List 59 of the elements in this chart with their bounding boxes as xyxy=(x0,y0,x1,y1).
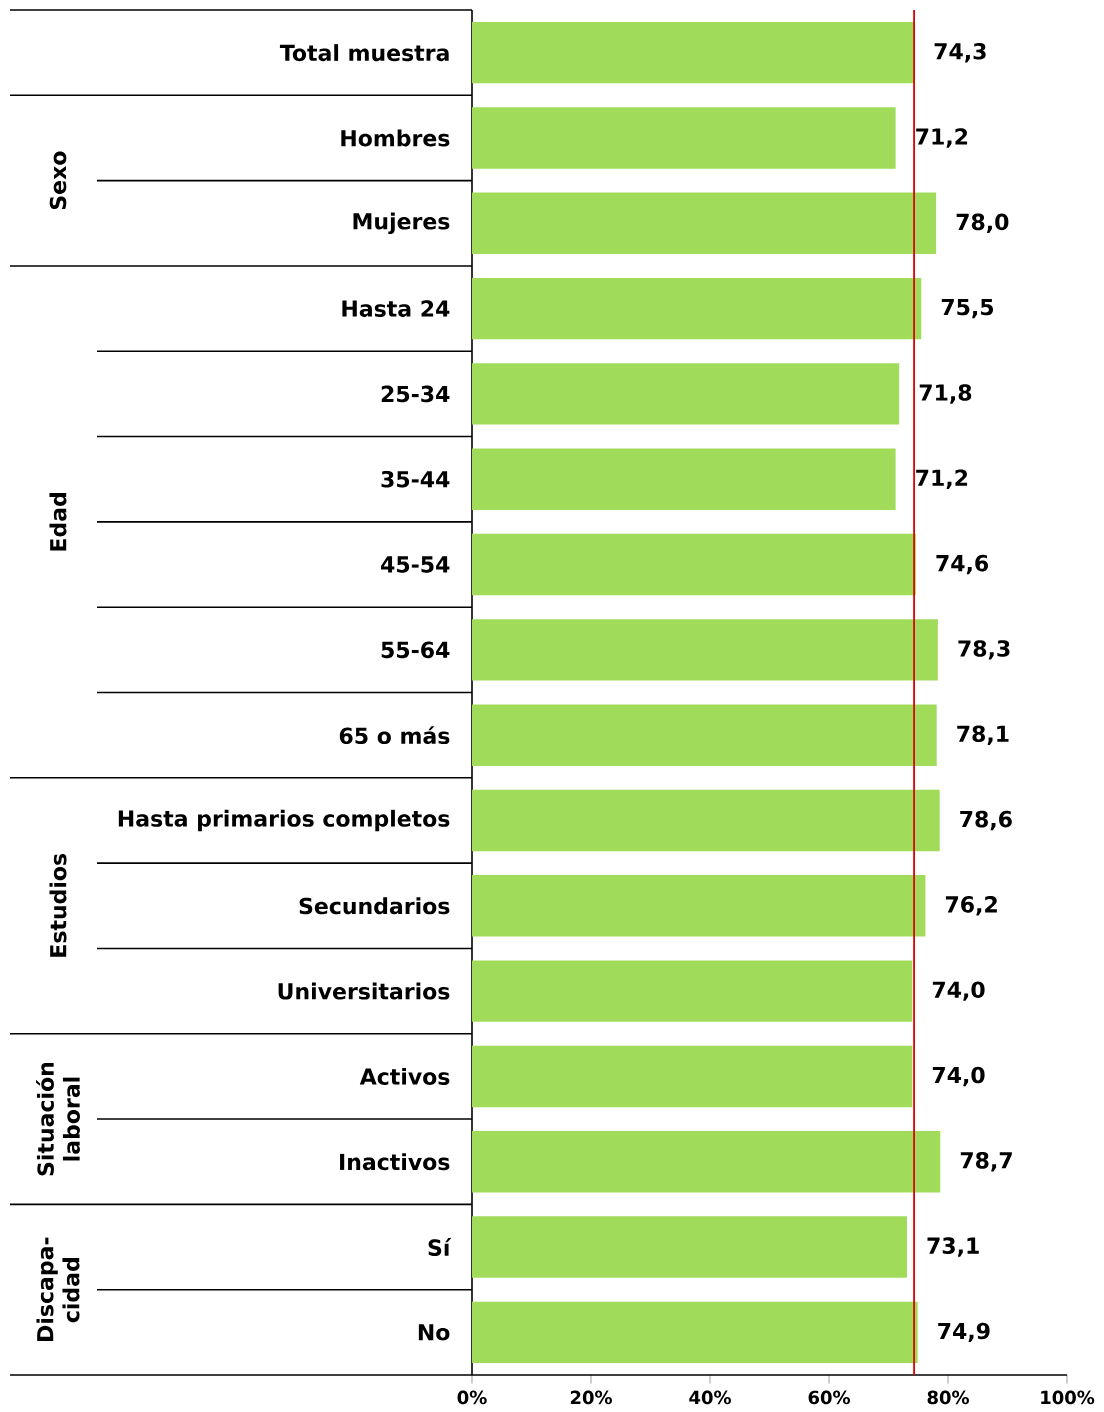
data-label: 71,2 xyxy=(916,128,968,148)
y-tick-label: Secundarios xyxy=(299,897,450,915)
text: Estudios xyxy=(49,853,67,957)
data-label: 71,2 xyxy=(916,469,968,489)
text: Edad xyxy=(49,493,67,551)
data-label: 78,1 xyxy=(957,725,1009,745)
x-tick-label: 0% xyxy=(457,1390,487,1405)
bar xyxy=(472,107,896,169)
x-tick-label: 100% xyxy=(1041,1390,1095,1405)
data-label: 78,6 xyxy=(960,810,1012,831)
bar xyxy=(472,448,896,510)
bar xyxy=(472,1045,913,1108)
bar xyxy=(472,192,937,254)
data-label: 75,5 xyxy=(941,299,994,319)
data-label: 71,8 xyxy=(919,384,972,404)
data-label: 74,3 xyxy=(934,42,986,63)
bar xyxy=(472,1301,918,1364)
y-tick-label: 35-44 xyxy=(381,470,450,488)
data-label: 73,1 xyxy=(927,1237,979,1257)
bar xyxy=(472,1131,941,1193)
data-label: 78,0 xyxy=(956,213,1009,234)
y-tick-label: Hombres xyxy=(341,129,450,147)
y-tick-label: Hasta 24 xyxy=(342,300,450,317)
x-tick-label: 20% xyxy=(570,1390,612,1405)
bar xyxy=(472,960,913,1022)
x-tick-label: 40% xyxy=(689,1390,731,1405)
data-label: 74,9 xyxy=(938,1322,990,1343)
x-tick-label: 80% xyxy=(927,1390,969,1405)
bar xyxy=(472,21,915,84)
bar xyxy=(472,277,922,340)
data-label: 74,0 xyxy=(932,981,985,1001)
y-tick-label: Total muestra xyxy=(279,44,449,62)
bar xyxy=(472,789,940,852)
x-tick-label: 60% xyxy=(808,1390,850,1405)
y-tick-label: No xyxy=(418,1324,450,1341)
bar xyxy=(472,619,938,681)
y-tick-label: 45-54 xyxy=(381,556,450,573)
text: Sexo xyxy=(49,151,67,210)
bar xyxy=(472,1216,907,1278)
data-label: 76,2 xyxy=(945,896,997,916)
y-tick-label: 65 o más xyxy=(339,726,450,745)
y-tick-label: Sí xyxy=(428,1238,452,1256)
y-tick-label: Universitarios xyxy=(278,982,450,1000)
text: Discapa-cidad xyxy=(36,1237,80,1341)
bar xyxy=(472,363,900,425)
y-tick-label: Hasta primarios completos xyxy=(118,809,450,832)
y-tick-label: 55-64 xyxy=(381,641,450,659)
bar xyxy=(472,704,937,766)
data-label: 74,6 xyxy=(936,554,989,575)
bar xyxy=(472,875,926,937)
y-tick-label: Inactivos xyxy=(340,1153,450,1171)
bar xyxy=(472,533,916,596)
y-tick-label: 25-34 xyxy=(381,385,450,403)
data-label: 78,3 xyxy=(958,640,1010,660)
text: Situación laboral xyxy=(36,1062,80,1176)
data-label: 74,0 xyxy=(932,1066,985,1087)
y-tick-label: Mujeres xyxy=(353,212,450,234)
y-tick-label: Activos xyxy=(359,1067,450,1085)
data-label: 78,7 xyxy=(960,1152,1012,1172)
